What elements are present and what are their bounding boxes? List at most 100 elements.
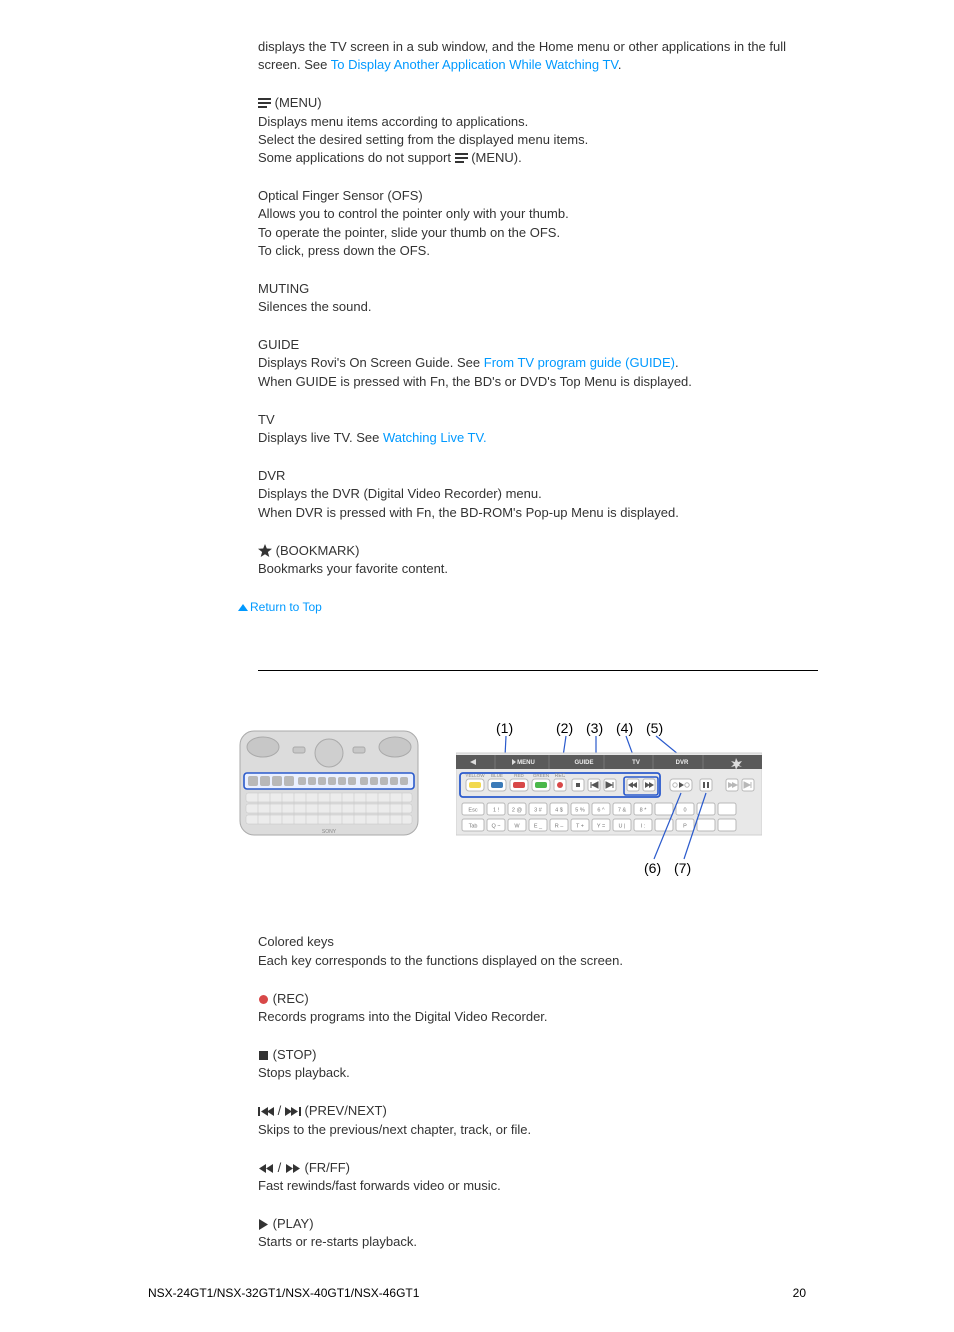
stop-title-row: (STOP) bbox=[258, 1047, 316, 1062]
slash2: / bbox=[278, 1160, 285, 1175]
tv-l1-prefix: Displays live TV. See bbox=[258, 430, 383, 445]
guide-l1-suffix: . bbox=[675, 355, 679, 370]
footer-left: NSX-24GT1/NSX-32GT1/NSX-40GT1/NSX-46GT1 bbox=[148, 1285, 419, 1302]
frff-title-row: / (FR/FF) bbox=[258, 1160, 350, 1175]
intro-line2-suffix: . bbox=[618, 57, 622, 72]
svg-text:P: P bbox=[683, 824, 687, 830]
svg-text:2 @: 2 @ bbox=[512, 808, 523, 814]
menu-l3-suffix: (MENU). bbox=[471, 150, 522, 165]
prevnext-section: / (PREV/NEXT) Skips to the previous/next… bbox=[258, 1102, 818, 1138]
slash1: / bbox=[278, 1103, 285, 1118]
muting-title: MUTING bbox=[258, 281, 309, 296]
return-to-top-link[interactable]: Return to Top bbox=[250, 600, 322, 614]
bookmark-title: (BOOKMARK) bbox=[276, 543, 360, 558]
intro-line2-prefix: screen. See bbox=[258, 57, 331, 72]
svg-text:8 *: 8 * bbox=[640, 808, 648, 814]
svg-text:5 %: 5 % bbox=[575, 808, 585, 814]
frff-section: / (FR/FF) Fast rewinds/fast forwards vid… bbox=[258, 1159, 818, 1195]
svg-text:GREEN: GREEN bbox=[533, 773, 549, 778]
svg-text:DVR: DVR bbox=[676, 760, 689, 766]
svg-text:3 #: 3 # bbox=[534, 808, 543, 814]
svg-text:Esc: Esc bbox=[468, 808, 477, 814]
tv-section: TV Displays live TV. See Watching Live T… bbox=[258, 411, 818, 447]
svg-text:(5): (5) bbox=[646, 721, 663, 736]
stop-square-icon bbox=[258, 1050, 269, 1061]
svg-text:Tab: Tab bbox=[469, 824, 478, 830]
svg-text:GUIDE: GUIDE bbox=[574, 760, 593, 766]
ofs-title: Optical Finger Sensor (OFS) bbox=[258, 188, 423, 203]
return-triangle-icon bbox=[238, 604, 248, 611]
menu-l3-prefix: Some applications do not support bbox=[258, 150, 455, 165]
dvr-section: DVR Displays the DVR (Digital Video Reco… bbox=[258, 467, 818, 522]
svg-text:YELLOW: YELLOW bbox=[465, 773, 485, 778]
svg-text:0: 0 bbox=[683, 808, 686, 814]
menu-l1: Displays menu items according to applica… bbox=[258, 114, 528, 129]
muting-l1: Silences the sound. bbox=[258, 299, 371, 314]
rec-dot-icon bbox=[258, 994, 269, 1005]
menu-title: (MENU) bbox=[275, 95, 322, 110]
intro-paragraph: displays the TV screen in a sub window, … bbox=[258, 38, 818, 74]
remote-overview-diagram: SONY bbox=[238, 721, 420, 843]
svg-text:RED: RED bbox=[514, 773, 524, 778]
svg-text:R –: R – bbox=[555, 824, 565, 830]
intro-link[interactable]: To Display Another Application While Wat… bbox=[331, 57, 618, 72]
frff-title: (FR/FF) bbox=[304, 1160, 349, 1175]
colored-section: Colored keys Each key corresponds to the… bbox=[258, 933, 818, 969]
svg-text:(7): (7) bbox=[674, 860, 691, 876]
bookmark-section: (BOOKMARK) Bookmarks your favorite conte… bbox=[258, 542, 818, 578]
guide-title: GUIDE bbox=[258, 337, 299, 352]
fr-icon bbox=[258, 1163, 274, 1174]
svg-text:(1): (1) bbox=[496, 721, 513, 736]
svg-text:I :: I : bbox=[641, 824, 646, 830]
rec-title-row: (REC) bbox=[258, 991, 309, 1006]
play-title: (PLAY) bbox=[273, 1216, 314, 1231]
tv-link[interactable]: Watching Live TV. bbox=[383, 430, 487, 445]
svg-text:TV: TV bbox=[632, 760, 640, 766]
dvr-title: DVR bbox=[258, 468, 285, 483]
diagram-row: SONY (1)(2)(3)(4)(5) MENUGUIDETVDVR YELL… bbox=[238, 721, 818, 883]
svg-text:1 !: 1 ! bbox=[493, 808, 500, 814]
dvr-l2: When DVR is pressed with Fn, the BD-ROM'… bbox=[258, 505, 679, 520]
svg-text:6 ^: 6 ^ bbox=[597, 808, 605, 814]
svg-text:7 &: 7 & bbox=[618, 808, 627, 814]
bookmark-title-row: (BOOKMARK) bbox=[258, 543, 359, 558]
ofs-l3: To click, press down the OFS. bbox=[258, 243, 430, 258]
page-footer: NSX-24GT1/NSX-32GT1/NSX-40GT1/NSX-46GT1 … bbox=[148, 1285, 806, 1302]
play-section: (PLAY) Starts or re-starts playback. bbox=[258, 1215, 818, 1251]
menu-icon-inline bbox=[455, 153, 468, 164]
section-divider bbox=[258, 670, 818, 671]
menu-l2: Select the desired setting from the disp… bbox=[258, 132, 588, 147]
intro-line1: displays the TV screen in a sub window, … bbox=[258, 39, 786, 54]
rec-title: (REC) bbox=[273, 991, 309, 1006]
dvr-l1: Displays the DVR (Digital Video Recorder… bbox=[258, 486, 542, 501]
stop-title: (STOP) bbox=[273, 1047, 317, 1062]
next-icon bbox=[285, 1106, 301, 1117]
svg-text:(2): (2) bbox=[556, 721, 573, 736]
rec-l1: Records programs into the Digital Video … bbox=[258, 1009, 548, 1024]
svg-text:Y =: Y = bbox=[597, 824, 605, 830]
svg-text:4 $: 4 $ bbox=[555, 808, 563, 814]
prevnext-title-row: / (PREV/NEXT) bbox=[258, 1103, 387, 1118]
rec-section: (REC) Records programs into the Digital … bbox=[258, 990, 818, 1026]
return-to-top-row: Return to Top bbox=[238, 598, 818, 616]
colored-l1: Each key corresponds to the functions di… bbox=[258, 953, 623, 968]
svg-text:T +: T + bbox=[576, 824, 584, 830]
muting-section: MUTING Silences the sound. bbox=[258, 280, 818, 316]
guide-section: GUIDE Displays Rovi's On Screen Guide. S… bbox=[258, 336, 818, 391]
guide-l2: When GUIDE is pressed with Fn, the BD's … bbox=[258, 374, 692, 389]
play-l1: Starts or re-starts playback. bbox=[258, 1234, 417, 1249]
page: displays the TV screen in a sub window, … bbox=[0, 0, 954, 1332]
svg-text:Q ~: Q ~ bbox=[491, 824, 500, 830]
colored-title: Colored keys bbox=[258, 934, 334, 949]
menu-icon bbox=[258, 98, 271, 109]
star-icon bbox=[258, 544, 272, 557]
menu-title-row: (MENU) bbox=[258, 95, 322, 110]
svg-text:U |: U | bbox=[619, 824, 626, 830]
prevnext-l1: Skips to the previous/next chapter, trac… bbox=[258, 1122, 531, 1137]
prevnext-title: (PREV/NEXT) bbox=[304, 1103, 386, 1118]
stop-section: (STOP) Stops playback. bbox=[258, 1046, 818, 1082]
guide-link[interactable]: From TV program guide (GUIDE) bbox=[484, 355, 675, 370]
ofs-l2: To operate the pointer, slide your thumb… bbox=[258, 225, 560, 240]
remote-detail-diagram: (1)(2)(3)(4)(5) MENUGUIDETVDVR YELLOWBLU… bbox=[456, 721, 762, 883]
guide-l1-prefix: Displays Rovi's On Screen Guide. See bbox=[258, 355, 484, 370]
